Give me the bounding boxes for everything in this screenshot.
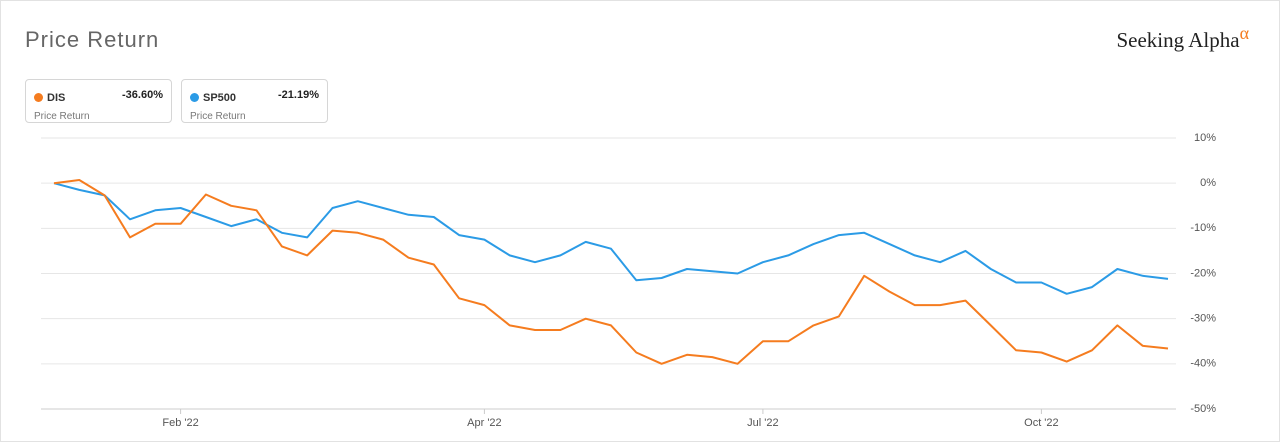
legend-card: DIS -36.60% Price Return [25,79,172,123]
brand-logo: Seeking Alphaα [1116,23,1249,53]
legend-swatch [34,93,43,102]
series-line [53,182,1169,295]
chart-title: Price Return [25,27,160,52]
y-tick-label: -20% [1190,267,1216,279]
legend-swatch [190,93,199,102]
y-tick-label: -50% [1190,403,1216,415]
legend-name: DIS [47,92,66,104]
y-tick-label: 10% [1194,132,1216,144]
x-tick-label: Apr '22 [467,417,502,429]
y-tick-label: -10% [1190,222,1216,234]
legend-caption: Price Return [190,111,246,122]
y-tick-label: 0% [1200,177,1216,189]
legend-caption: Price Return [34,111,90,122]
legend-card: SP500 -21.19% Price Return [181,79,328,123]
legend-name: SP500 [203,92,237,104]
brand-name: Seeking Alpha [1116,28,1240,52]
x-tick-label: Feb '22 [162,417,198,429]
legend-row: SP500 [190,88,319,106]
legend-change: -21.19% [278,89,319,101]
x-tick-label: Oct '22 [1024,417,1059,429]
legend-row: DIS [34,88,163,106]
series-line [53,179,1169,365]
y-tick-label: -30% [1190,313,1216,325]
brand-mark: α [1239,23,1249,43]
y-tick-label: -40% [1190,358,1216,370]
legend-change: -36.60% [122,89,163,101]
x-tick-label: Jul '22 [747,417,778,429]
